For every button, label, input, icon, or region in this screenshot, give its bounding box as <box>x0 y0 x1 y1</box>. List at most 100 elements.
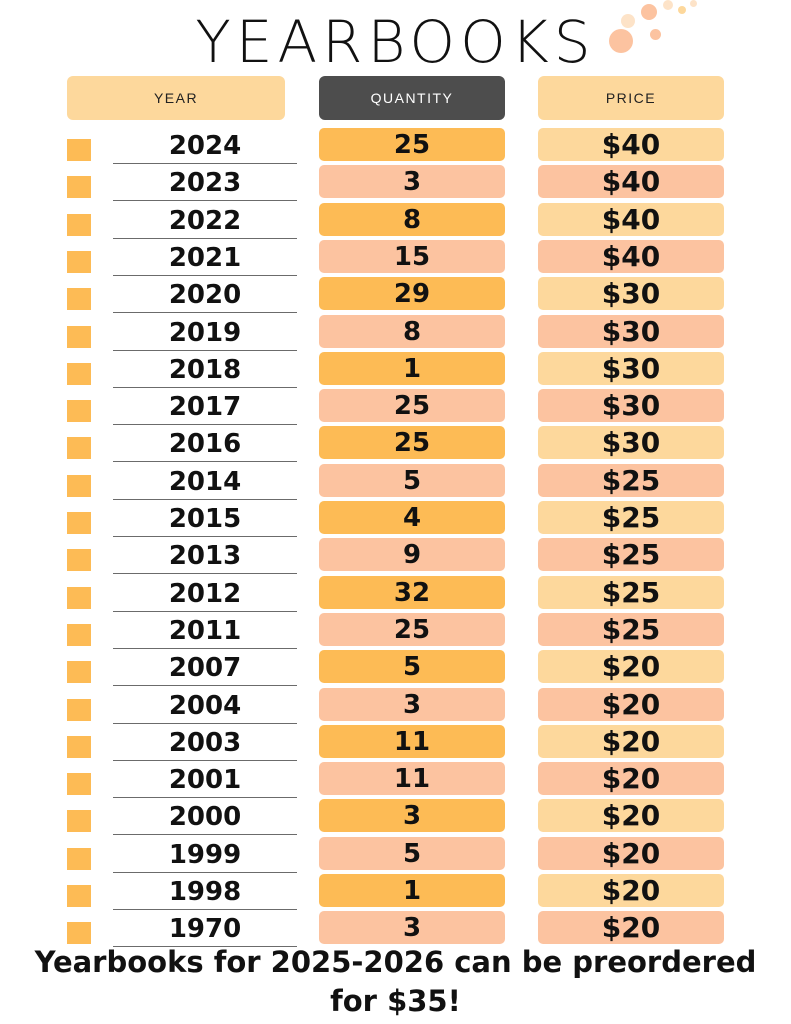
quantity-cell: 5 <box>319 464 505 497</box>
preorder-note-line2: for $35! <box>330 984 461 1018</box>
row-bullet-square <box>67 475 91 497</box>
quantity-cell: 9 <box>319 538 505 571</box>
year-cell: 2003 <box>113 725 297 761</box>
quantity-cell: 25 <box>319 426 505 459</box>
table-row: 2014 5 $25 <box>0 464 791 500</box>
quantity-cell: 5 <box>319 650 505 683</box>
price-cell: $20 <box>538 725 724 758</box>
table-row: 2013 9 $25 <box>0 538 791 574</box>
year-cell: 2022 <box>113 203 297 239</box>
price-cell: $20 <box>538 650 724 683</box>
quantity-cell: 25 <box>319 389 505 422</box>
table-row: 2001 11 $20 <box>0 762 791 798</box>
price-cell: $20 <box>538 911 724 944</box>
year-cell: 2001 <box>113 762 297 798</box>
row-bullet-square <box>67 214 91 236</box>
price-cell: $20 <box>538 874 724 907</box>
year-cell: 2023 <box>113 165 297 201</box>
price-cell: $20 <box>538 837 724 870</box>
price-cell: $40 <box>538 203 724 236</box>
quantity-cell: 3 <box>319 911 505 944</box>
row-bullet-square <box>67 400 91 422</box>
row-bullet-square <box>67 773 91 795</box>
table-row: 1999 5 $20 <box>0 837 791 873</box>
year-cell: 2020 <box>113 277 297 313</box>
table-row: 2021 15 $40 <box>0 240 791 276</box>
row-bullet-square <box>67 437 91 459</box>
row-bullet-square <box>67 512 91 534</box>
table-row: 2007 5 $20 <box>0 650 791 686</box>
table-row: 2024 25 $40 <box>0 128 791 164</box>
table-row: 2017 25 $30 <box>0 389 791 425</box>
year-cell: 2014 <box>113 464 297 500</box>
row-bullet-square <box>67 251 91 273</box>
quantity-cell: 8 <box>319 203 505 236</box>
row-bullet-square <box>67 363 91 385</box>
price-cell: $30 <box>538 315 724 348</box>
quantity-cell: 8 <box>319 315 505 348</box>
year-cell: 2019 <box>113 315 297 351</box>
year-cell: 2004 <box>113 688 297 724</box>
row-bullet-square <box>67 176 91 198</box>
price-cell: $30 <box>538 426 724 459</box>
row-bullet-square <box>67 810 91 832</box>
row-bullet-square <box>67 699 91 721</box>
table-row: 2022 8 $40 <box>0 203 791 239</box>
price-cell: $20 <box>538 799 724 832</box>
year-column-header: YEAR <box>67 76 285 120</box>
year-cell: 1970 <box>113 911 297 947</box>
row-bullet-square <box>67 661 91 683</box>
year-cell: 2016 <box>113 426 297 462</box>
quantity-cell: 25 <box>319 128 505 161</box>
year-cell: 2013 <box>113 538 297 574</box>
row-bullet-square <box>67 549 91 571</box>
price-cell: $40 <box>538 240 724 273</box>
price-cell: $30 <box>538 277 724 310</box>
price-cell: $25 <box>538 464 724 497</box>
quantity-cell: 5 <box>319 837 505 870</box>
table-row: 1970 3 $20 <box>0 911 791 947</box>
quantity-cell: 11 <box>319 725 505 758</box>
year-cell: 2024 <box>113 128 297 164</box>
table-row: 1998 1 $20 <box>0 874 791 910</box>
quantity-cell: 4 <box>319 501 505 534</box>
price-cell: $25 <box>538 538 724 571</box>
quantity-cell: 11 <box>319 762 505 795</box>
price-cell: $25 <box>538 613 724 646</box>
year-cell: 2017 <box>113 389 297 425</box>
table-row: 2003 11 $20 <box>0 725 791 761</box>
row-bullet-square <box>67 885 91 907</box>
quantity-cell: 29 <box>319 277 505 310</box>
table-row: 2011 25 $25 <box>0 613 791 649</box>
year-cell: 2012 <box>113 576 297 612</box>
price-cell: $30 <box>538 352 724 385</box>
table-row: 2000 3 $20 <box>0 799 791 835</box>
quantity-cell: 1 <box>319 874 505 907</box>
table-row: 2012 32 $25 <box>0 576 791 612</box>
row-bullet-square <box>67 587 91 609</box>
table-row: 2020 29 $30 <box>0 277 791 313</box>
table-row: 2016 25 $30 <box>0 426 791 462</box>
year-cell: 2018 <box>113 352 297 388</box>
year-cell: 2015 <box>113 501 297 537</box>
quantity-cell: 3 <box>319 165 505 198</box>
row-bullet-square <box>67 736 91 758</box>
price-column-header: PRICE <box>538 76 724 120</box>
year-cell: 2007 <box>113 650 297 686</box>
page-title: YEARBOOKS <box>195 8 596 76</box>
year-cell: 2011 <box>113 613 297 649</box>
table-row: 2015 4 $25 <box>0 501 791 537</box>
year-cell: 1999 <box>113 837 297 873</box>
preorder-note-line1: Yearbooks for 2025-2026 can be preordere… <box>34 945 757 979</box>
quantity-cell: 15 <box>319 240 505 273</box>
row-bullet-square <box>67 288 91 310</box>
year-cell: 2000 <box>113 799 297 835</box>
year-cell: 2021 <box>113 240 297 276</box>
price-cell: $20 <box>538 762 724 795</box>
price-cell: $40 <box>538 128 724 161</box>
quantity-cell: 32 <box>319 576 505 609</box>
table-row: 2019 8 $30 <box>0 315 791 351</box>
price-cell: $25 <box>538 576 724 609</box>
row-bullet-square <box>67 624 91 646</box>
price-cell: $20 <box>538 688 724 721</box>
